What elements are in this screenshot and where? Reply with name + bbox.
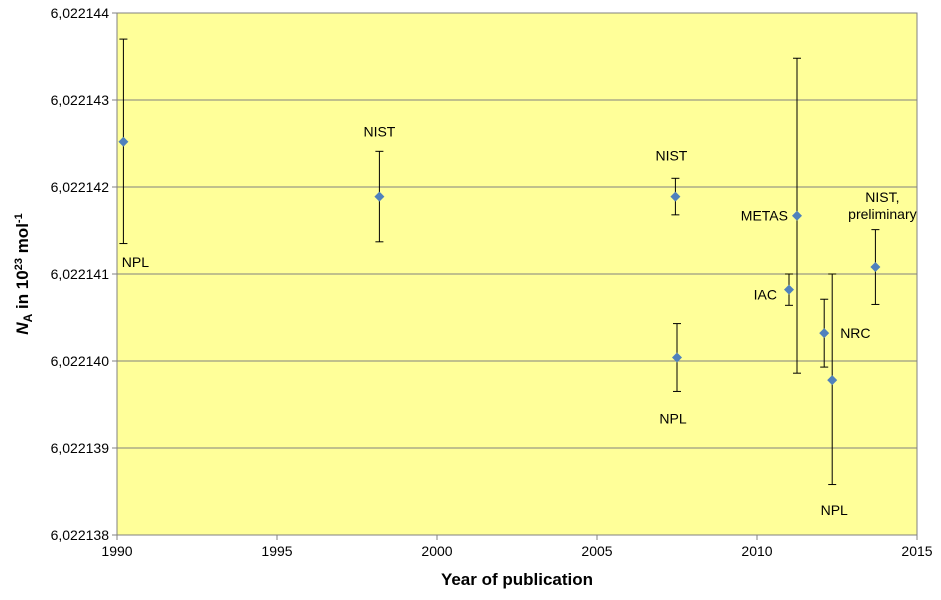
point-label: preliminary <box>848 206 916 222</box>
point-label: NPL <box>659 411 686 427</box>
diamond-marker <box>672 352 682 363</box>
y-axis-text-2: mol <box>13 223 32 258</box>
data-point: NPL <box>659 323 687 427</box>
x-tick-label: 1990 <box>101 543 132 559</box>
y-tick-label: 6,022142 <box>51 179 110 195</box>
y-tick-label: 6,022144 <box>51 5 110 21</box>
y-tick-label: 6,022140 <box>51 353 110 369</box>
x-tick-label: 2005 <box>581 543 612 559</box>
y-axis-exponent-1: 23 <box>13 258 25 270</box>
y-tick-label: 6,022139 <box>51 440 110 456</box>
x-axis-title: Year of publication <box>441 570 593 589</box>
point-label: NPL <box>122 254 149 270</box>
y-axis-title: NA in 1023 mol-1 <box>13 213 35 334</box>
y-axis: 6,022138 6,022139 6,022140 6,022141 6,022142… <box>51 5 117 543</box>
point-label: NIST <box>363 124 395 140</box>
diamond-marker <box>819 328 830 339</box>
x-tick-label: 2015 <box>901 543 932 559</box>
diamond-marker <box>118 136 129 147</box>
data-point: NIST <box>363 124 396 243</box>
y-axis-subscript: A <box>21 313 35 322</box>
data-point: NPL <box>821 273 848 518</box>
y-axis-symbol: N <box>13 322 32 335</box>
y-tick-label: 6,022141 <box>51 266 110 282</box>
point-label: NPL <box>821 502 848 518</box>
diamond-marker <box>870 262 881 273</box>
point-label: IAC <box>754 287 777 303</box>
diamond-marker <box>784 284 794 295</box>
data-point: NIST <box>655 148 688 216</box>
y-tick-label: 6,022143 <box>51 92 110 108</box>
diamond-marker <box>374 191 385 202</box>
point-label: NRC <box>840 325 870 341</box>
point-label: NIST <box>655 148 687 164</box>
data-point: NRC <box>819 298 871 368</box>
gridlines <box>117 99 917 449</box>
x-axis: 1990 1995 2000 2005 2010 2015 <box>101 535 933 559</box>
data-point: NIST,preliminary <box>848 189 917 305</box>
x-tick-label: 2000 <box>421 543 452 559</box>
y-axis-text-1: in 10 <box>13 270 32 313</box>
x-tick-label: 1995 <box>261 543 292 559</box>
y-tick-label: 6,022138 <box>51 527 110 543</box>
y-axis-exponent-2: -1 <box>13 213 25 223</box>
point-label: NIST, <box>865 189 899 205</box>
data-point: METAS <box>741 57 802 374</box>
diamond-marker <box>670 191 681 202</box>
data-point: NPL <box>118 38 149 270</box>
diamond-marker <box>827 375 838 386</box>
data-point: IAC <box>754 273 794 306</box>
x-tick-label: 2010 <box>741 543 772 559</box>
data-points: NPL NIST NIST NPL METAS IAC NRC NPL NIST,prelimi… <box>118 38 917 518</box>
point-label: METAS <box>741 208 788 224</box>
diamond-marker <box>792 210 802 221</box>
